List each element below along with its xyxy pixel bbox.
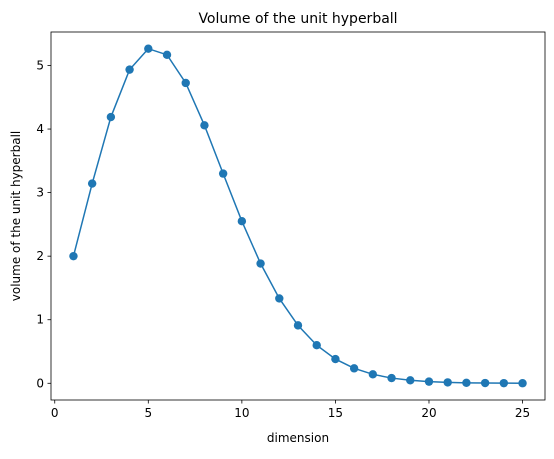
y-tick-label: 2 (36, 249, 44, 263)
data-point (125, 65, 134, 74)
data-point (443, 378, 452, 387)
y-tick-label: 0 (36, 376, 44, 390)
data-point (275, 294, 284, 303)
data-point (218, 169, 228, 178)
x-tick-label: 10 (234, 406, 249, 420)
data-point (368, 370, 378, 379)
x-tick-label: 5 (144, 406, 152, 420)
data-point (69, 251, 78, 261)
data-point (293, 321, 303, 330)
x-tick-label: 15 (328, 406, 343, 420)
y-tick-label: 1 (36, 313, 44, 327)
data-point (518, 379, 527, 388)
data-point (424, 377, 434, 386)
x-tick-label: 20 (421, 406, 436, 420)
data-point (349, 364, 359, 373)
data-point (480, 378, 490, 388)
data-point (237, 217, 247, 226)
data-point (312, 341, 321, 350)
data-point (331, 354, 340, 364)
data-point (462, 378, 471, 388)
chart-title: Volume of the unit hyperball (198, 11, 397, 27)
y-axis-ticks: 0 1 2 3 4 5 (36, 58, 51, 390)
data-point (106, 112, 116, 122)
data-point (499, 378, 509, 388)
y-axis-label: volume of the unit hyperball (9, 131, 23, 302)
y-tick-label: 5 (36, 58, 44, 72)
x-tick-label: 25 (515, 406, 530, 420)
series-layer (69, 44, 527, 388)
data-point (387, 373, 396, 383)
x-axis-label: dimension (267, 431, 329, 445)
x-tick-label: 0 (51, 406, 59, 420)
data-point (256, 259, 265, 268)
data-point (200, 121, 209, 130)
data-point (181, 78, 190, 88)
y-tick-label: 4 (36, 122, 44, 136)
y-tick-label: 3 (36, 186, 44, 200)
data-point (144, 44, 153, 53)
plot-area (50, 31, 546, 401)
data-point (87, 179, 97, 188)
x-axis-ticks: 0 5 10 15 20 25 (51, 400, 530, 420)
data-point (406, 376, 415, 385)
data-point (162, 50, 172, 60)
